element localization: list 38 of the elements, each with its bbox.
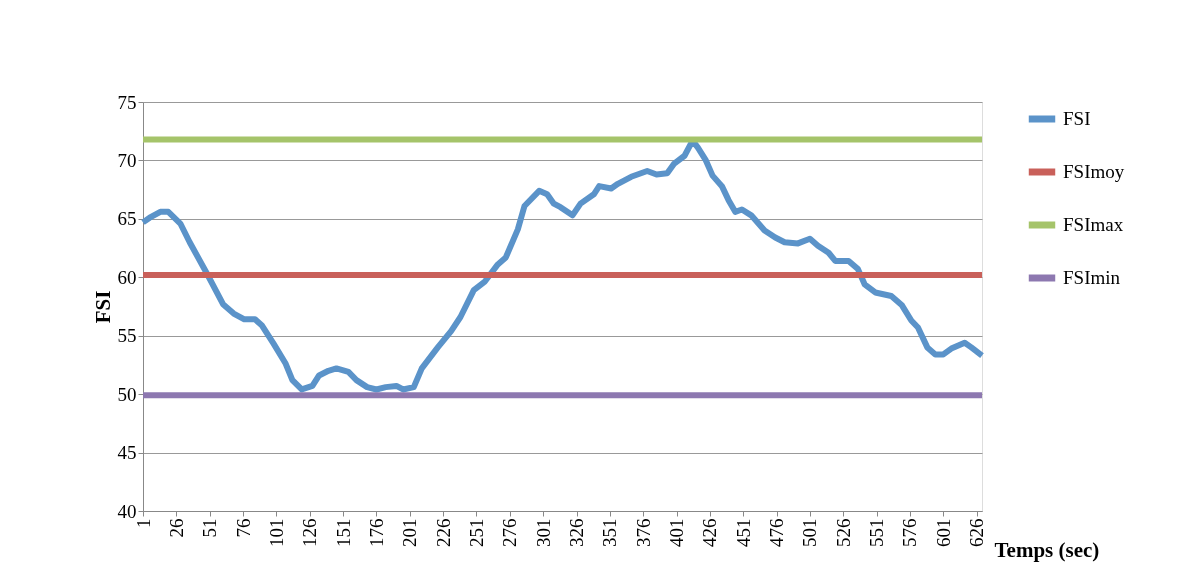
y-tick-label: 70 [117,149,137,171]
x-tick-label: 326 [566,518,588,547]
x-tick-label: 151 [332,518,354,547]
x-tick-label: 351 [599,518,621,547]
x-tick-label: 126 [299,518,321,547]
x-axis-title: Temps (sec) [994,537,1100,562]
x-tick-label: 26 [165,518,187,538]
y-tick-label: 65 [117,208,137,230]
x-tick-label: 176 [365,518,387,547]
y-axis-title: FSI [90,290,115,324]
x-tick-label: 476 [766,518,788,547]
x-tick-label: 101 [265,518,287,547]
x-tick-label: 76 [232,518,254,538]
y-tick-label: 50 [117,383,137,405]
x-tick-label: 601 [932,518,954,547]
x-tick-label: 551 [866,518,888,547]
legend-label: FSImin [1063,267,1121,288]
legend-label: FSImax [1063,214,1124,235]
x-tick-label: 376 [632,518,654,547]
y-tick-label: 55 [117,325,137,347]
x-tick-label: 501 [799,518,821,547]
x-tick-label: 251 [465,518,487,547]
y-tick-label: 75 [117,91,137,113]
legend-label: FSI [1063,108,1091,129]
legend-label: FSImoy [1063,161,1125,182]
x-tick-label: 226 [432,518,454,547]
x-tick-label: 51 [199,518,221,538]
x-tick-label: 576 [899,518,921,547]
x-tick-label: 451 [732,518,754,547]
x-tick-label: 276 [499,518,521,547]
x-tick-label: 301 [532,518,554,547]
x-tick-label: 526 [832,518,854,547]
x-tick-label: 401 [666,518,688,547]
x-tick-label: 201 [399,518,421,547]
y-tick-label: 45 [117,442,137,464]
x-tick-label: 626 [966,518,988,547]
y-tick-label: 60 [117,266,137,288]
x-tick-label: 426 [699,518,721,547]
